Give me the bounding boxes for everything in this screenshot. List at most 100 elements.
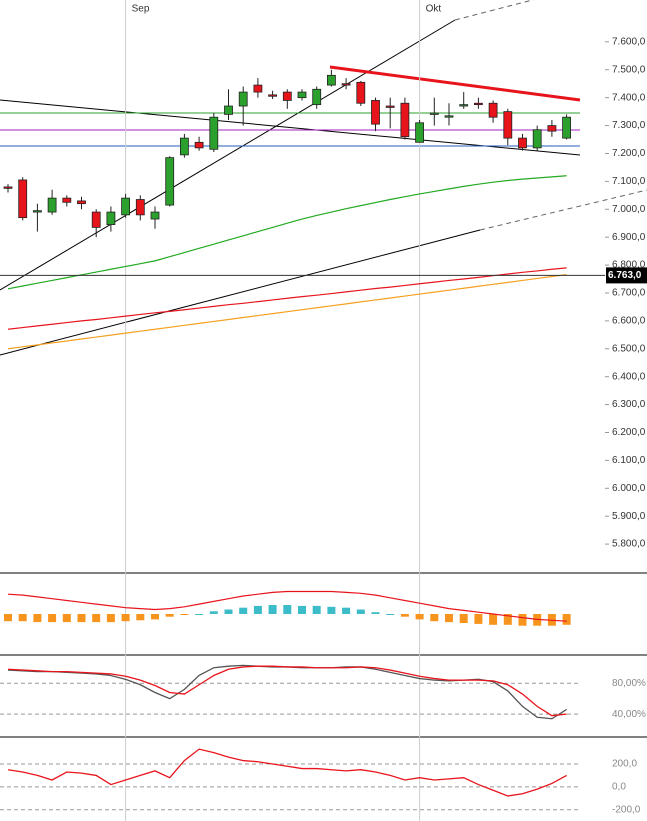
candle-body [312, 88, 322, 106]
candle-body [33, 210, 42, 213]
candle-body [562, 116, 571, 139]
indicator-line [7, 273, 567, 350]
histogram-bar [474, 614, 483, 624]
candle-body [415, 122, 425, 143]
histogram-bar [18, 614, 27, 622]
y-tick-label: 7.100,0 [612, 176, 646, 187]
candle-body [371, 100, 380, 125]
histogram-bar [445, 614, 453, 623]
candle-body [459, 104, 469, 107]
histogram-bar [503, 614, 512, 625]
y-tick-label: 6.300,0 [612, 399, 646, 410]
candle-body [326, 74, 336, 86]
last-price-label: 6.763,0 [608, 270, 642, 281]
histogram-bar [459, 614, 468, 623]
histogram-bar [239, 607, 248, 614]
histogram-bar [268, 605, 277, 614]
y-tick-label: 7.000,0 [612, 204, 646, 215]
candle-body [385, 105, 395, 108]
candle-body [297, 91, 307, 99]
histogram-bar [562, 614, 571, 625]
histogram-bar [224, 609, 233, 614]
candle-body [282, 91, 292, 101]
histogram-bar [4, 614, 12, 622]
candle-body [62, 197, 72, 203]
y-tick-label: 6.800,0 [612, 260, 646, 271]
trend-extension [479, 189, 647, 231]
histogram-bar [121, 614, 130, 622]
candle-body [356, 81, 366, 104]
histogram-bar [62, 614, 71, 623]
histogram-bar [489, 614, 498, 625]
histogram-bar [371, 612, 380, 614]
candle-body [253, 84, 263, 93]
candle-body [488, 102, 498, 118]
y-tick-label: 6.000,0 [612, 483, 646, 494]
trend-line [0, 229, 481, 356]
candle-body [400, 102, 410, 138]
histogram-bar [136, 614, 145, 621]
histogram-bar [400, 614, 409, 617]
histogram-bar [180, 614, 189, 615]
y-tick-label: 6.500,0 [612, 343, 646, 354]
y-tick-label: 5.800,0 [612, 539, 646, 550]
y-tick-label: -200,0 [612, 804, 641, 815]
candle-body [209, 116, 219, 150]
histogram-bar [312, 605, 321, 614]
histogram-bar [33, 614, 42, 623]
candle-body [106, 211, 116, 226]
y-tick-label: 7.500,0 [612, 64, 646, 75]
y-tick-label: 7.200,0 [612, 148, 646, 159]
y-tick-label: 6.100,0 [612, 455, 646, 466]
histogram-bar [430, 614, 439, 622]
y-tick-label: 40,00% [612, 709, 646, 720]
last-price-box [606, 267, 647, 284]
y-tick-label: 200,0 [612, 759, 637, 770]
candle-body [18, 179, 28, 219]
y-tick-label: 6.200,0 [612, 427, 646, 438]
histogram-bar [209, 611, 218, 614]
histogram-bar [92, 614, 101, 623]
histogram-bar [195, 614, 204, 615]
x-tick-label: Okt [426, 4, 442, 15]
candle-body [503, 111, 513, 139]
trend-line [0, 19, 456, 291]
candle-body [224, 105, 233, 115]
candle-body [429, 112, 439, 115]
candle-body [179, 137, 189, 156]
indicator-line [7, 175, 567, 290]
y-tick-label: 7.300,0 [612, 120, 646, 131]
candle-body [121, 197, 130, 216]
histogram-bar [518, 614, 527, 626]
histogram-bar [298, 605, 306, 614]
histogram-bar [151, 614, 159, 620]
candle-body [91, 211, 101, 228]
candle-body [444, 115, 454, 118]
resistance-line [329, 65, 581, 102]
histogram-bar [283, 605, 292, 614]
y-tick-label: 7.600,0 [612, 36, 646, 47]
y-tick-label: 5.900,0 [612, 511, 646, 522]
y-tick-label: 80,00% [612, 678, 646, 689]
candle-body [518, 137, 527, 149]
y-tick-label: 6.900,0 [612, 232, 646, 243]
indicator-line [7, 590, 567, 622]
indicator-line [7, 665, 567, 717]
indicator-line [7, 748, 567, 797]
candle-body [77, 200, 86, 205]
histogram-bar [253, 605, 262, 614]
candle-body [473, 102, 483, 106]
candle-body [547, 125, 557, 132]
x-tick-label: Sep [132, 4, 150, 15]
indicator-line [7, 267, 567, 330]
candle-body [194, 141, 204, 149]
candle-body [3, 186, 13, 189]
histogram-bar [327, 606, 336, 614]
histogram-bar [342, 607, 351, 614]
histogram-bar [77, 614, 86, 623]
histogram-bar [106, 614, 115, 623]
y-tick-label: 7.400,0 [612, 92, 646, 103]
y-tick-label: 6.700,0 [612, 288, 646, 299]
